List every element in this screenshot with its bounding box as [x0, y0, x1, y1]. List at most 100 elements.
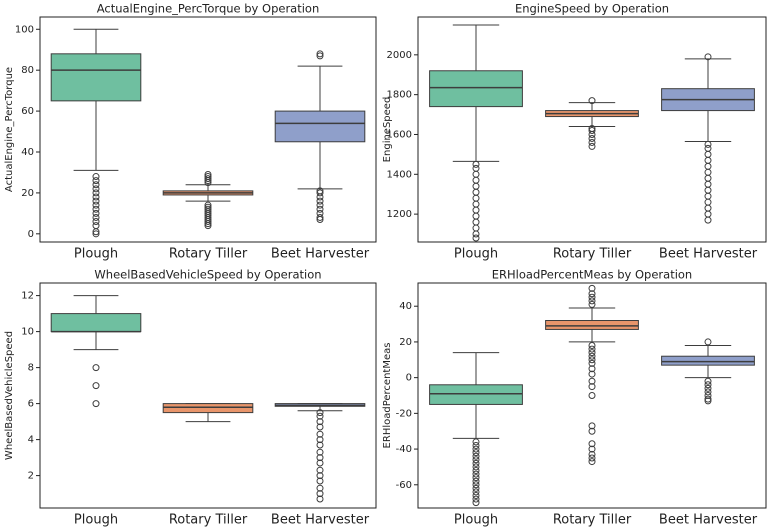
- x-tick-label: Beet Harvester: [271, 247, 370, 262]
- outlier: [472, 176, 480, 184]
- outlier: [316, 441, 324, 449]
- outlier: [588, 125, 596, 133]
- chart-title: ActualEngine_PercTorque by Operation: [97, 2, 320, 16]
- outlier: [316, 409, 324, 417]
- outlier: [316, 189, 324, 197]
- outlier: [588, 458, 596, 466]
- outlier: [704, 388, 712, 396]
- outlier: [472, 234, 480, 242]
- chart-title: WheelBasedVehicleSpeed by Operation: [94, 268, 321, 282]
- outlier: [472, 206, 480, 214]
- outlier: [704, 216, 712, 224]
- outlier: [316, 472, 324, 480]
- outlier: [472, 442, 480, 449]
- outlier: [704, 180, 712, 188]
- outlier: [588, 454, 596, 462]
- outlier: [704, 397, 712, 405]
- outlier: [316, 412, 324, 420]
- outlier: [588, 392, 596, 399]
- outlier: [588, 126, 596, 134]
- outlier: [472, 449, 480, 457]
- outlier: [588, 142, 596, 150]
- outlier: [472, 477, 480, 485]
- outlier: [704, 156, 712, 164]
- outlier: [204, 173, 212, 181]
- outlier: [316, 418, 324, 426]
- box: [429, 70, 523, 108]
- y-tick-label: -60: [396, 480, 412, 491]
- outlier: [704, 338, 712, 346]
- outlier: [316, 52, 324, 60]
- outlier: [316, 197, 324, 205]
- y-tick-label: 20: [399, 337, 412, 348]
- outlier: [588, 377, 596, 385]
- outlier: [472, 445, 480, 453]
- outlier: [588, 138, 596, 146]
- outlier: [316, 495, 324, 503]
- y-tick-label: 10: [21, 327, 34, 338]
- y-axis-label: EngineSpeed: [382, 97, 393, 163]
- outlier: [316, 484, 324, 492]
- outlier: [704, 162, 712, 170]
- outlier: [588, 365, 596, 373]
- y-tick-label: 40: [21, 147, 34, 158]
- outlier: [92, 209, 100, 217]
- chart-panel: 0 20 40 60 80 100 Plough Rotary Tiller Beet Harv…: [4, 2, 377, 262]
- y-tick-label: 20: [21, 188, 34, 199]
- x-tick-label: Beet Harvester: [659, 247, 758, 262]
- outlier: [92, 185, 100, 193]
- chart-panel: 1200 1400 1600 1800 2000 Plough Rotary Tiller B…: [382, 2, 767, 262]
- outlier: [92, 173, 100, 181]
- outlier: [588, 445, 596, 453]
- outlier: [472, 463, 480, 471]
- outlier: [704, 192, 712, 200]
- x-tick-label: Plough: [454, 247, 498, 262]
- outlier: [588, 293, 596, 301]
- plot-frame: [39, 16, 377, 243]
- outlier: [204, 205, 212, 213]
- outlier: [472, 164, 480, 172]
- y-tick-label: 1800: [387, 90, 412, 101]
- outlier: [588, 370, 596, 378]
- outlier: [316, 201, 324, 209]
- outlier: [588, 427, 596, 435]
- outlier: [588, 284, 596, 292]
- y-axis-label: WheelBasedVehicleSpeed: [4, 331, 15, 460]
- outlier: [472, 492, 480, 499]
- outlier: [704, 140, 712, 148]
- y-tick-label: 1200: [387, 209, 412, 220]
- outlier: [588, 134, 596, 142]
- y-tick-label: 2: [28, 471, 34, 482]
- outlier: [588, 297, 596, 305]
- outlier: [472, 452, 480, 460]
- outlier: [704, 377, 712, 385]
- outlier: [472, 488, 480, 496]
- outlier: [472, 200, 480, 208]
- outlier: [92, 230, 100, 238]
- y-tick-label: 0: [28, 229, 34, 240]
- outlier: [588, 97, 596, 105]
- outlier: [472, 481, 480, 489]
- plot-frame: [417, 282, 767, 509]
- box: [162, 403, 254, 414]
- outlier: [472, 188, 480, 196]
- outlier: [92, 193, 100, 201]
- outlier: [316, 209, 324, 217]
- outlier: [204, 171, 212, 178]
- x-tick-label: Plough: [454, 513, 498, 528]
- outlier: [704, 150, 712, 158]
- y-tick-label: 12: [21, 291, 34, 302]
- outlier: [704, 381, 712, 389]
- box: [661, 355, 755, 366]
- y-tick-label: 1400: [387, 169, 412, 180]
- outlier: [92, 189, 100, 197]
- y-tick-label: -40: [396, 444, 412, 455]
- y-axis-label: ERHloadPercentMeas: [382, 343, 393, 449]
- box: [545, 320, 639, 330]
- outlier: [472, 224, 480, 232]
- plot-frame: [417, 16, 767, 243]
- y-tick-label: 40: [399, 301, 412, 312]
- outlier: [92, 205, 100, 213]
- outlier: [92, 177, 100, 185]
